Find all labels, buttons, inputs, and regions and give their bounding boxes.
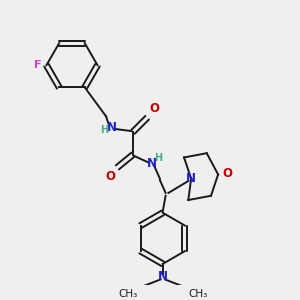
Text: CH₃: CH₃	[118, 290, 137, 299]
Text: N: N	[107, 121, 117, 134]
Text: O: O	[149, 102, 159, 115]
Text: N: N	[186, 172, 196, 185]
Text: F: F	[34, 60, 41, 70]
Text: N: N	[146, 157, 156, 169]
Text: H: H	[100, 125, 108, 136]
Text: H: H	[154, 153, 163, 163]
Text: N: N	[158, 270, 168, 283]
Text: O: O	[222, 167, 233, 180]
Text: CH₃: CH₃	[188, 290, 208, 299]
Text: O: O	[105, 170, 115, 183]
